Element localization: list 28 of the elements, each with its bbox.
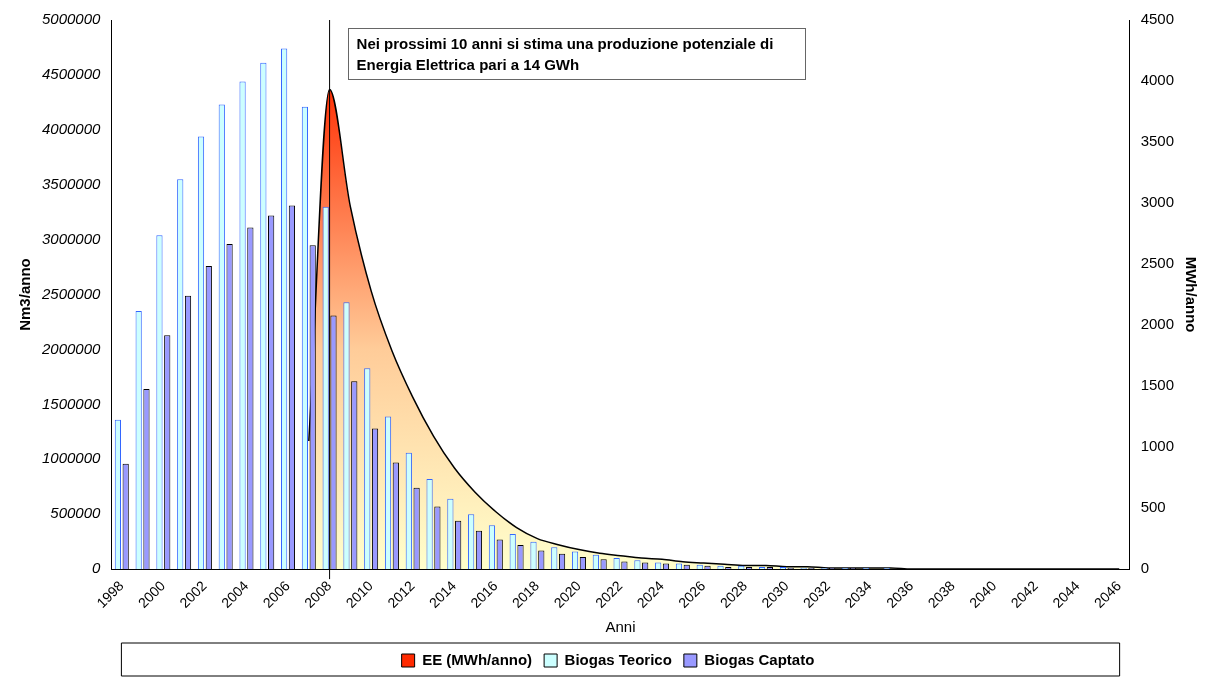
y2-tick-label: 3000 bbox=[1140, 193, 1175, 211]
annotation: Nei prossimi 10 anni si stima una produzione potenziale di Energia Elettrica pari a 14 GWh bbox=[347, 28, 806, 80]
y-tick-label: 3000000 bbox=[41, 229, 102, 247]
y-tick-label: 3500000 bbox=[41, 174, 102, 192]
y-tick-label: 500000 bbox=[50, 504, 102, 522]
y2-axis-title: MWh/anno bbox=[1182, 256, 1200, 333]
y-tick-label: 5000000 bbox=[41, 10, 102, 28]
y-tick-label: 4000000 bbox=[41, 119, 102, 137]
y-tick-label: 2000000 bbox=[40, 339, 102, 357]
y-tick-label: 1000000 bbox=[41, 449, 102, 467]
y2-tick-label: 4000 bbox=[1140, 71, 1175, 89]
y-tick-label: 4500000 bbox=[41, 65, 102, 83]
y2-tick-label: 1000 bbox=[1140, 437, 1175, 455]
x-axis-title: Anni bbox=[605, 618, 636, 636]
y-tick-label: 2500000 bbox=[40, 284, 102, 302]
y-tick-label: 1500000 bbox=[41, 394, 102, 412]
y2-tick-label: 1500 bbox=[1140, 376, 1175, 394]
y2-tick-label: 2000 bbox=[1140, 315, 1175, 333]
y2-tick-label: 500 bbox=[1140, 498, 1166, 516]
y2-tick-label: 3500 bbox=[1140, 132, 1175, 150]
y-tick-label: 0 bbox=[92, 559, 102, 577]
legend-label: Biogas Captato bbox=[704, 650, 815, 668]
legend-label: Biogas Teorico bbox=[564, 650, 672, 668]
y2-tick-label: 4500 bbox=[1140, 10, 1175, 28]
y2-tick-label: 0 bbox=[1140, 559, 1149, 577]
y-axis-title: Nm3/anno bbox=[16, 258, 34, 331]
y2-tick-label: 2500 bbox=[1140, 254, 1175, 272]
legend-label: EE (MWh/anno) bbox=[422, 650, 533, 668]
